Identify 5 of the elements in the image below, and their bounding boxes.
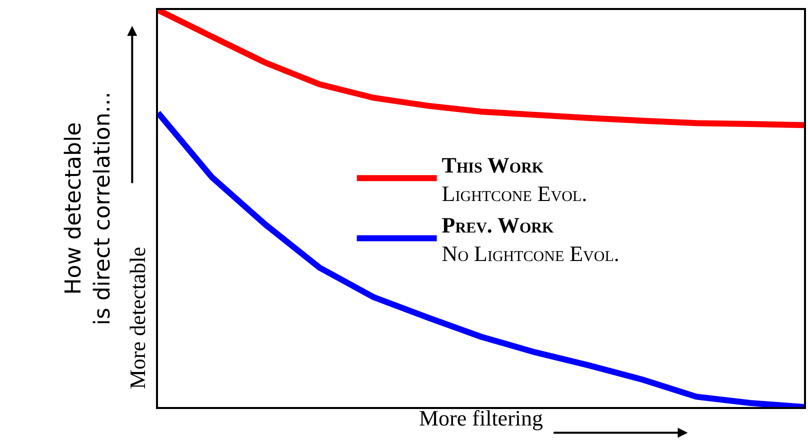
- y-axis-title: How detectable is direct correlation...: [62, 92, 116, 326]
- text: More detectable: [124, 246, 150, 390]
- x-axis-title: More filtering: [418, 405, 544, 430]
- legend-label: Prev. Work No Lightcone Evol.: [442, 212, 620, 266]
- legend-label: This Work Lightcone Evol.: [442, 152, 588, 206]
